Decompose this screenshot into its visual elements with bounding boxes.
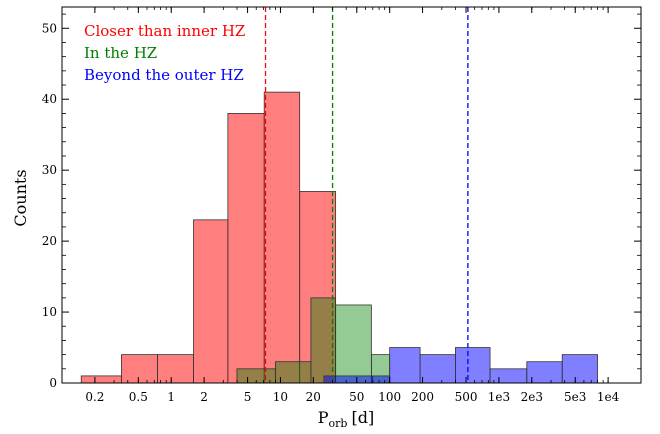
bar-series2-bin2 bbox=[389, 347, 421, 384]
bar-series2-bin7 bbox=[561, 354, 598, 384]
y-tick-label-2: 20 bbox=[42, 234, 57, 248]
legend-entry-0: Closer than inner HZ bbox=[84, 22, 245, 40]
x-tick-label-8: 100 bbox=[378, 390, 401, 404]
y-tick-label-0: 0 bbox=[49, 376, 57, 390]
reference-lines-layer bbox=[264, 7, 469, 383]
bar-series0-bin2 bbox=[157, 354, 194, 384]
x-tick-label-6: 20 bbox=[306, 390, 321, 404]
x-tick-label-2: 1 bbox=[167, 390, 175, 404]
y-tick-label-5: 50 bbox=[42, 21, 57, 35]
x-tick-label-13: 5e3 bbox=[564, 390, 586, 404]
bar-series0-bin0 bbox=[80, 375, 122, 384]
legend-entry-2: Beyond the outer HZ bbox=[84, 66, 244, 84]
plot-frame bbox=[61, 6, 642, 384]
bar-series1-bin3 bbox=[335, 304, 372, 384]
x-tick-label-0: 0.2 bbox=[85, 390, 104, 404]
bar-series0-bin4 bbox=[227, 113, 265, 384]
bar-series0-bin3 bbox=[193, 219, 229, 384]
ticks-layer: 0.2 0.5 1 2 5 10 20 50 100 200 500 1e3 2e3 5e3 1e4 0 10 2… bbox=[42, 7, 642, 404]
legend: Closer than inner HZ In the HZ Beyond the … bbox=[84, 22, 245, 84]
bar-series0-bin5 bbox=[263, 91, 301, 384]
bars-layer bbox=[80, 91, 598, 384]
x-axis-label: Porb [d] bbox=[318, 408, 374, 430]
x-tick-label-12: 2e3 bbox=[521, 390, 543, 404]
x-tick-label-7: 50 bbox=[349, 390, 364, 404]
x-tick-label-9: 200 bbox=[411, 390, 434, 404]
x-axis-label-main: P bbox=[318, 408, 329, 427]
y-axis-label: Counts bbox=[11, 169, 30, 226]
bar-series2-bin4 bbox=[455, 347, 491, 384]
bar-series2-bin5 bbox=[489, 368, 528, 384]
bar-series0-bin1 bbox=[121, 354, 158, 384]
y-tick-label-1: 10 bbox=[42, 305, 57, 319]
x-axis-label-unit: [d] bbox=[351, 408, 374, 427]
bar-series2-bin1 bbox=[372, 375, 391, 384]
x-tick-label-14: 1e4 bbox=[597, 390, 620, 404]
y-tick-label-3: 30 bbox=[42, 163, 57, 177]
x-tick-label-5: 10 bbox=[273, 390, 288, 404]
y-tick-label-4: 40 bbox=[42, 92, 57, 106]
legend-entry-1: In the HZ bbox=[84, 44, 157, 62]
x-tick-label-1: 0.5 bbox=[129, 390, 148, 404]
x-axis-label-subscript: orb bbox=[329, 417, 348, 430]
x-tick-label-4: 5 bbox=[244, 390, 252, 404]
x-tick-label-11: 1e3 bbox=[488, 390, 510, 404]
x-tick-label-10: 500 bbox=[455, 390, 478, 404]
bar-series0-bin6 bbox=[299, 191, 337, 384]
x-tick-label-3: 2 bbox=[200, 390, 208, 404]
bar-series2-bin3 bbox=[419, 354, 456, 384]
